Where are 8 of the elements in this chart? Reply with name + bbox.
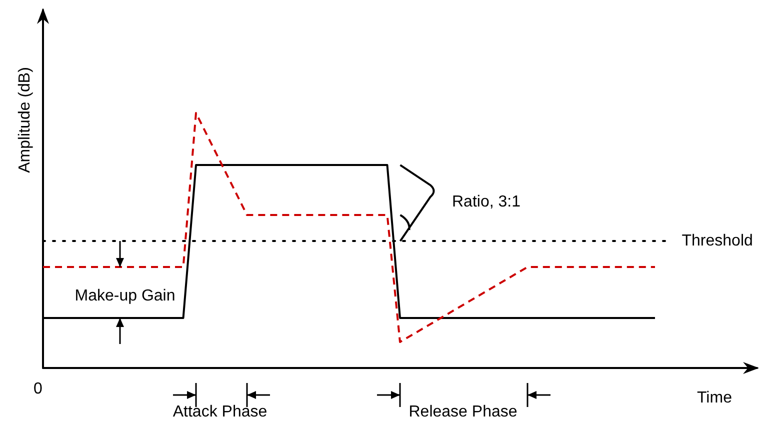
text: 0 (34, 380, 43, 398)
text: Attack Phase (172, 404, 268, 420)
text: Release Phase (408, 404, 518, 420)
annotation: Make-up Gain (74, 288, 176, 304)
ref-line-label: Threshold (682, 232, 753, 250)
x-axis-title: Time (697, 390, 732, 406)
annotation: Ratio, 3:1 (452, 194, 521, 210)
y-axis-title: Amplitude (dB) (16, 67, 34, 173)
